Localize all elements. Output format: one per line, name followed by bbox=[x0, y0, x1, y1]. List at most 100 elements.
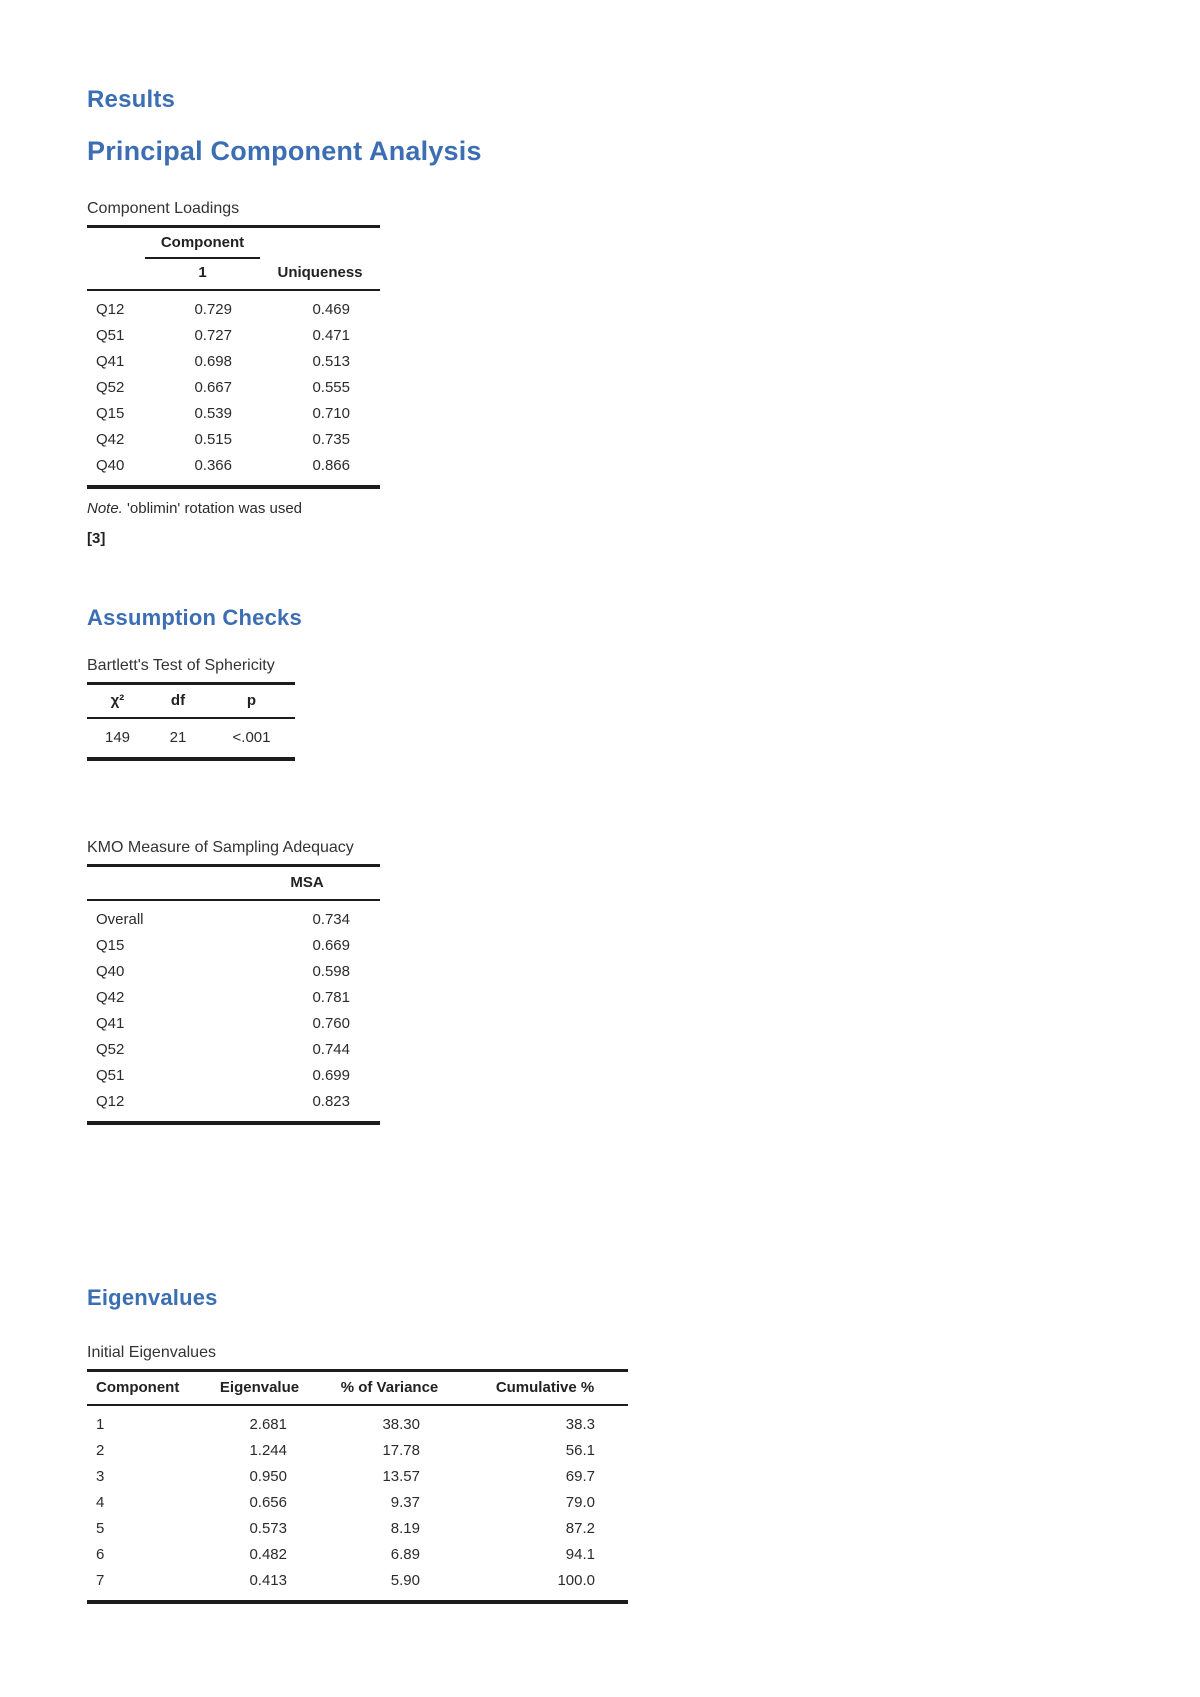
table-cell: 0.539 bbox=[194, 405, 232, 422]
table-cell: 17.78 bbox=[382, 1442, 420, 1459]
table-cell: Q52 bbox=[96, 379, 125, 396]
table-header-cell bbox=[87, 227, 145, 259]
table-cell: 0.482 bbox=[249, 1546, 287, 1563]
table-row: Q15 0.669 bbox=[87, 933, 380, 959]
footnote-marker: [3] bbox=[87, 530, 106, 547]
table-note: Note. 'oblimin' rotation was used bbox=[87, 500, 1200, 517]
table-cell: Q52 bbox=[96, 1041, 125, 1058]
component-loadings-table: Component 1 Uniqueness Q12 0.729 0.469 Q51 0… bbox=[87, 225, 380, 489]
eigenvalue-col-header: Eigenvalue bbox=[202, 1370, 317, 1406]
table-header-row: MSA bbox=[87, 865, 380, 901]
table-cell: Q42 bbox=[96, 431, 125, 448]
kmo-caption: KMO Measure of Sampling Adequacy bbox=[87, 839, 354, 856]
bartlett-table: χ² df p 149 21 <.001 bbox=[87, 682, 295, 761]
table-cell: 7 bbox=[96, 1572, 105, 1589]
pca-heading: Principal Component Analysis bbox=[87, 136, 482, 166]
table-cell: 0.555 bbox=[312, 379, 350, 396]
table-row: 2 1.244 17.78 56.1 bbox=[87, 1438, 628, 1464]
bartlett-body: 149 21 <.001 bbox=[87, 718, 295, 759]
table-cell: 0.513 bbox=[312, 353, 350, 370]
table-header-row: Component Eigenvalue % of Variance Cumul… bbox=[87, 1370, 628, 1406]
table-cell: 0.515 bbox=[194, 431, 232, 448]
table-cell: 0.727 bbox=[194, 327, 232, 344]
table-cell: 38.30 bbox=[382, 1416, 420, 1433]
table-row: 149 21 <.001 bbox=[87, 718, 295, 759]
table-cell: 100.0 bbox=[557, 1572, 595, 1589]
table-cell: 0.413 bbox=[249, 1572, 287, 1589]
table-cell: 1 bbox=[96, 1416, 105, 1433]
table-row: 7 0.413 5.90 100.0 bbox=[87, 1568, 628, 1602]
component-loadings-caption: Component Loadings bbox=[87, 200, 240, 217]
table-cell: 38.3 bbox=[565, 1416, 595, 1433]
msa-header: MSA bbox=[234, 865, 380, 901]
initial-eigenvalues-body: 1 2.681 38.30 38.3 2 1.244 17.78 56.1 3 0.950 13.5… bbox=[87, 1405, 628, 1602]
table-cell: 2 bbox=[96, 1442, 105, 1459]
table-cell: Q51 bbox=[96, 327, 125, 344]
table-cell: Q40 bbox=[96, 963, 125, 980]
kmo-body: Overall 0.734 Q15 0.669 Q40 0.598 Q42 0.781 Q41 0… bbox=[87, 900, 380, 1123]
component-group-header: Component bbox=[145, 226, 260, 259]
table-cell: 5 bbox=[96, 1520, 105, 1537]
table-cell: 0.950 bbox=[249, 1468, 287, 1485]
note-label: Note. bbox=[87, 500, 123, 517]
table-row: 1 2.681 38.30 38.3 bbox=[87, 1405, 628, 1438]
table-cell: 1.244 bbox=[249, 1442, 287, 1459]
table-cell: 0.669 bbox=[312, 937, 350, 954]
bartlett-caption: Bartlett's Test of Sphericity bbox=[87, 657, 275, 674]
results-heading: Results bbox=[87, 86, 176, 113]
table-cell: 2.681 bbox=[249, 1416, 287, 1433]
table-row: 3 0.950 13.57 69.7 bbox=[87, 1464, 628, 1490]
table-cell: 149 bbox=[104, 729, 131, 746]
table-cell: 87.2 bbox=[565, 1520, 595, 1537]
table-cell: 0.366 bbox=[194, 457, 232, 474]
table-header-cell bbox=[87, 258, 145, 291]
table-row: Q42 0.781 bbox=[87, 985, 380, 1011]
table-cell: 6 bbox=[96, 1546, 105, 1563]
chi-square-header: χ² bbox=[87, 683, 148, 719]
eigenvalues-heading: Eigenvalues bbox=[87, 1285, 218, 1310]
cumulative-pct-col-header: Cumulative % bbox=[462, 1370, 628, 1406]
table-cell: 0.598 bbox=[312, 963, 350, 980]
table-row: Q42 0.515 0.735 bbox=[87, 427, 380, 453]
table-cell: 0.667 bbox=[194, 379, 232, 396]
table-cell: 94.1 bbox=[565, 1546, 595, 1563]
table-cell: 0.823 bbox=[312, 1093, 350, 1110]
table-cell: <.001 bbox=[232, 729, 271, 746]
initial-eigenvalues-table: Component Eigenvalue % of Variance Cumul… bbox=[87, 1369, 628, 1604]
table-row: Q51 0.727 0.471 bbox=[87, 323, 380, 349]
table-cell: Q12 bbox=[96, 1093, 125, 1110]
table-row: Q41 0.698 0.513 bbox=[87, 349, 380, 375]
table-cell: 0.698 bbox=[194, 353, 232, 370]
table-row: Q40 0.366 0.866 bbox=[87, 453, 380, 487]
table-cell: 0.699 bbox=[312, 1067, 350, 1084]
initial-eigenvalues-caption: Initial Eigenvalues bbox=[87, 1344, 216, 1361]
table-cell: 5.90 bbox=[390, 1572, 420, 1589]
note-text: 'oblimin' rotation was used bbox=[122, 500, 303, 517]
table-cell: Overall bbox=[96, 911, 144, 928]
table-cell: Q15 bbox=[96, 937, 125, 954]
table-cell: 56.1 bbox=[565, 1442, 595, 1459]
table-cell: 0.735 bbox=[312, 431, 350, 448]
table-header-cell bbox=[260, 227, 380, 259]
table-row: Q12 0.729 0.469 bbox=[87, 290, 380, 323]
table-cell: 13.57 bbox=[382, 1468, 420, 1485]
table-row: 6 0.482 6.89 94.1 bbox=[87, 1542, 628, 1568]
component-col-header: Component bbox=[87, 1370, 202, 1406]
component-1-header: 1 bbox=[145, 258, 260, 291]
assumption-checks-heading: Assumption Checks bbox=[87, 605, 302, 630]
table-row: Q41 0.760 bbox=[87, 1011, 380, 1037]
table-cell: 0.710 bbox=[312, 405, 350, 422]
table-cell: 0.656 bbox=[249, 1494, 287, 1511]
table-cell: Q40 bbox=[96, 457, 125, 474]
results-page: Results Principal Component Analysis Com… bbox=[87, 86, 1200, 1604]
table-cell: 0.866 bbox=[312, 457, 350, 474]
table-row: Q40 0.598 bbox=[87, 959, 380, 985]
table-row: Overall 0.734 bbox=[87, 900, 380, 933]
table-cell: Q51 bbox=[96, 1067, 125, 1084]
table-header-row: 1 Uniqueness bbox=[87, 258, 380, 291]
table-cell: 0.729 bbox=[194, 301, 232, 318]
table-cell: 0.734 bbox=[312, 911, 350, 928]
table-cell: Q41 bbox=[96, 1015, 125, 1032]
table-cell: Q12 bbox=[96, 301, 125, 318]
table-row: Q51 0.699 bbox=[87, 1063, 380, 1089]
